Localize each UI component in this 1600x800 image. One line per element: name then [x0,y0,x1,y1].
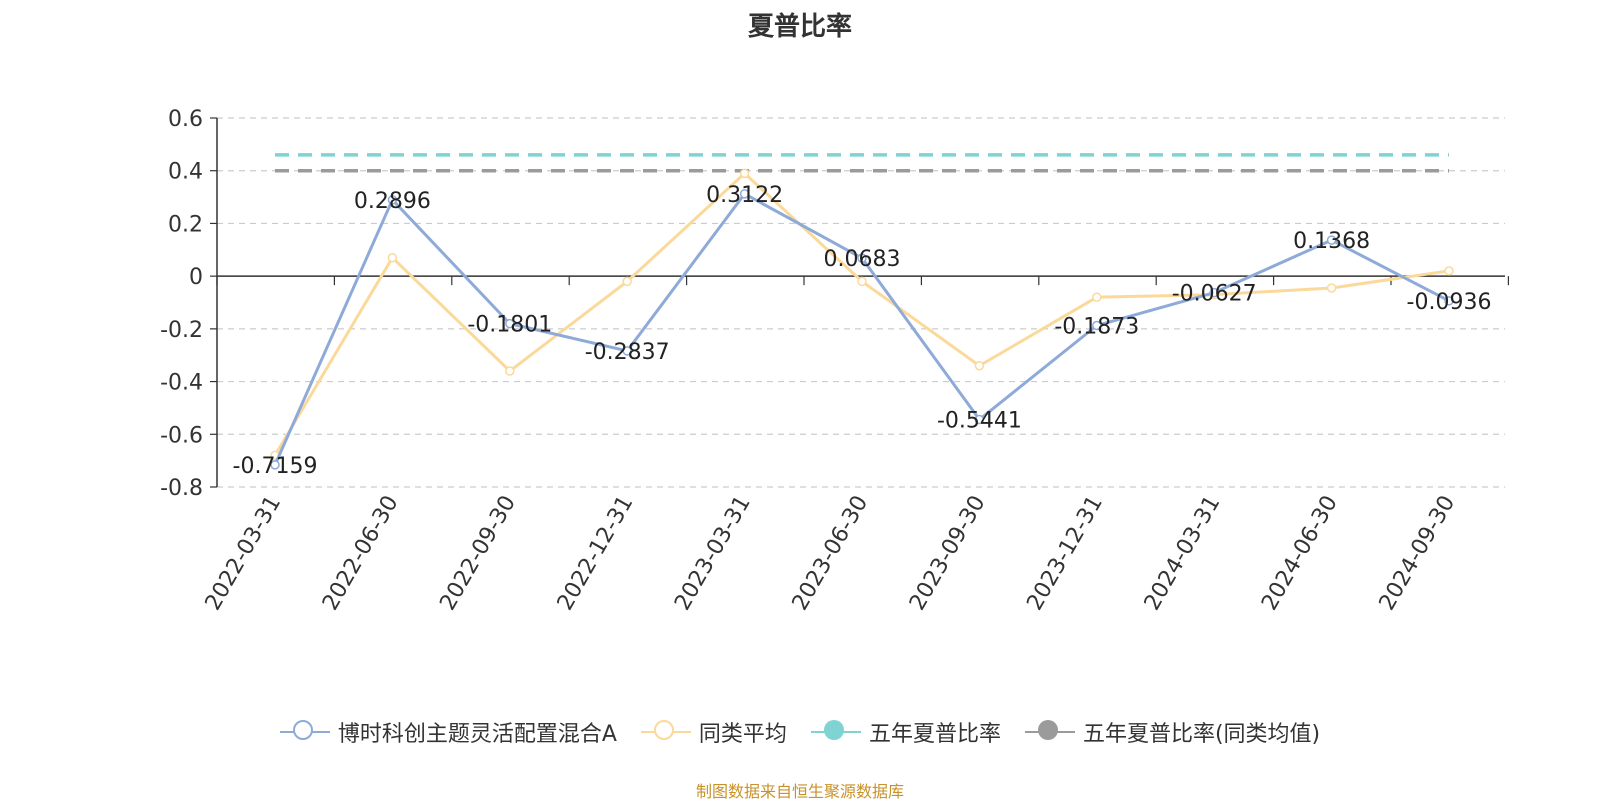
legend-hollow-circle-icon [640,719,691,745]
peer-data-point [622,276,632,287]
legend-filled-circle-icon [810,719,861,745]
fund-data-point [739,189,750,199]
y-tick-label: -0.8 [160,476,203,501]
series-lines [270,153,1454,470]
x-tick-label: 2024-03-31 [1140,492,1226,615]
legend-item-five-year-peer[interactable]: 五年夏普比率(同类均值) [1024,716,1321,748]
peer-data-point [505,366,515,376]
peer-data-point [1326,283,1337,293]
fund-data-point [270,460,280,470]
peer-data-point [387,252,398,263]
fund-data-label: 0.3122 [706,183,783,208]
y-tick-label: 0.2 [168,212,203,237]
y-tick-label: -0.6 [160,423,203,448]
x-tick-label: 2024-06-30 [1257,492,1343,615]
legend-item-five-year[interactable]: 五年夏普比率 [810,716,1001,748]
peer-data-point [739,168,750,179]
legend-hollow-circle-icon [279,719,330,745]
fund-data-label: -0.2837 [585,340,670,365]
peer-data-point [1444,266,1454,276]
peer-data-point [1092,292,1102,302]
legend-label-five-year-peer: 五年夏普比率(同类均值) [1082,722,1321,747]
fund-data-label: 0.2896 [354,189,431,214]
legend-label-five-year: 五年夏普比率 [868,722,1001,747]
legend-filled-circle-icon [1024,719,1075,745]
x-tick-label: 2022-12-31 [553,492,639,615]
source-note: 制图数据来自恒生聚源数据库 [695,782,904,800]
x-tick-label: 2024-09-30 [1375,492,1461,615]
legend-label-peer-average: 同类平均 [698,722,787,747]
fund-data-point [387,195,398,205]
peer-data-point [974,361,985,371]
y-tick-label: 0 [189,265,203,290]
x-tick-label: 2022-03-31 [201,492,287,615]
legend: 博时科创主题灵活配置混合A 同类平均 五年夏普比率 五年夏普比率(同类均值) [0,716,1600,748]
fund-data-label: -0.0627 [1172,282,1257,307]
x-tick-label: 2023-03-31 [670,492,756,615]
fund-data-point [622,346,632,356]
peer-data-point [857,276,867,287]
x-tick-label: 2023-12-31 [1022,492,1108,615]
fund-data-label: -0.5441 [937,409,1022,434]
x-tick-label: 2022-09-30 [435,492,521,615]
y-tick-label: 0.4 [168,160,203,185]
fund-data-point [505,318,515,329]
data-labels: -0.7159 0.2896 -0.1801 -0.2837 0.3122 0.0683 -… [233,183,1492,479]
fund-data-point [1092,320,1102,331]
fund-data-point [1326,235,1337,245]
fund-data-label: -0.7159 [233,454,318,479]
legend-item-peer-average[interactable]: 同类平均 [640,716,787,748]
x-tick-label: 2023-09-30 [905,492,991,615]
grid-lines [217,117,1505,488]
peer-average-series-line [273,171,1450,457]
legend-label-fund: 博时科创主题灵活配置混合A [337,722,617,747]
fund-data-label: 0.1368 [1293,229,1370,254]
fund-data-point [974,414,985,425]
legend-item-fund[interactable]: 博时科创主题灵活配置混合A [279,716,617,748]
y-tick-label: -0.4 [160,371,203,396]
y-tick-label: -0.2 [160,318,203,343]
fund-data-point [1209,287,1219,298]
y-tick-label: 0.6 [168,107,203,132]
chart-title: 夏普比率 [747,12,852,42]
x-tick-label: 2022-06-30 [318,492,404,615]
fund-data-point [1444,296,1454,306]
fund-data-point [857,253,867,263]
x-tick-label: 2023-06-30 [788,492,874,615]
fund-data-label: -0.1801 [467,313,552,338]
fund-data-label: -0.0936 [1407,290,1492,315]
fund-data-label: -0.1873 [1054,315,1139,340]
fund-data-label: 0.0683 [824,247,901,272]
